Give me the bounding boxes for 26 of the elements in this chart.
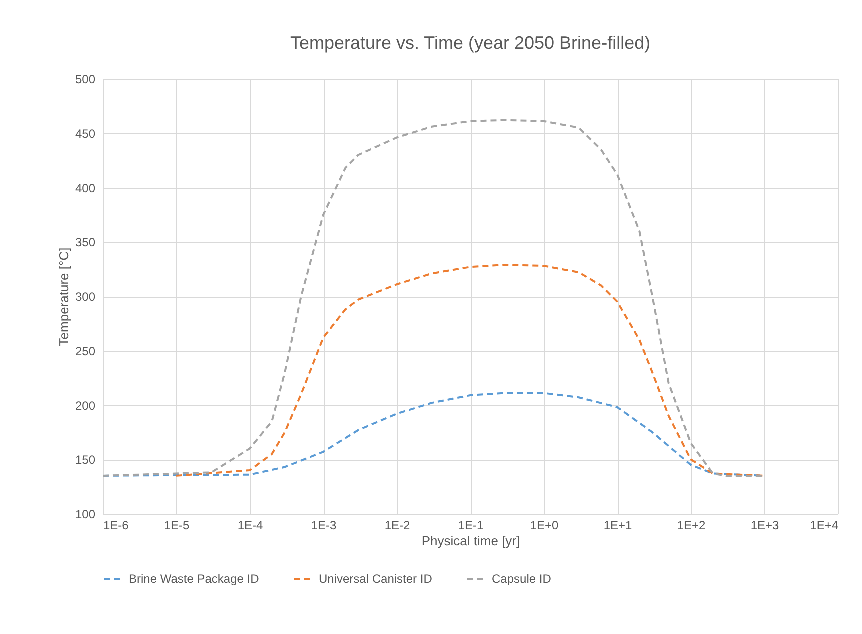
legend-label: Capsule ID xyxy=(492,572,552,586)
x-tick-label: 1E+3 xyxy=(750,518,780,532)
x-tick-label: 1E+1 xyxy=(604,518,633,532)
x-tick-label: 1E-6 xyxy=(104,518,130,532)
y-tick-label: 450 xyxy=(75,126,96,141)
x-axis-title: Physical time [yr] xyxy=(422,534,520,548)
y-tick-label: 150 xyxy=(75,453,96,468)
x-tick-label: 1E-1 xyxy=(458,518,484,532)
y-tick-label: 100 xyxy=(75,508,96,522)
x-tick-label: 1E-5 xyxy=(164,518,190,532)
y-tick-label: 300 xyxy=(75,290,96,304)
y-tick-label: 250 xyxy=(75,344,96,358)
x-tick-label: 1E-2 xyxy=(384,518,410,532)
x-tick-label: 1E-3 xyxy=(311,518,337,532)
x-tick-label: 1E+0 xyxy=(530,518,560,532)
x-tick-label: 1E+4 xyxy=(810,518,839,532)
x-tick-label: 1E+2 xyxy=(677,518,706,532)
y-axis-title: Temperature [°C] xyxy=(56,248,72,346)
x-tick-label: 1E-4 xyxy=(238,518,264,532)
y-tick-label: 500 xyxy=(75,72,96,86)
legend-label: Brine Waste Package ID xyxy=(129,572,260,586)
legend-label: Universal Canister ID xyxy=(319,572,433,586)
y-tick-label: 200 xyxy=(75,398,96,413)
y-tick-label: 400 xyxy=(75,181,96,196)
chart-title: Temperature vs. Time (year 2050 Brine-filled) xyxy=(290,33,651,53)
y-tick-label: 350 xyxy=(75,236,96,250)
